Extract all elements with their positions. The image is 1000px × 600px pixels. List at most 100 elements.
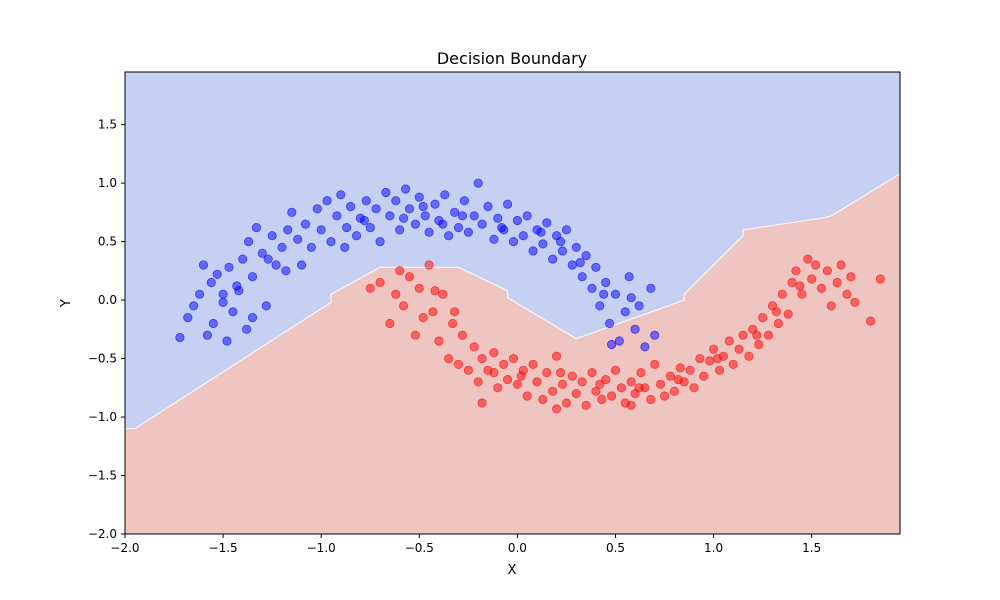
class-0-point [634,301,644,311]
class-0-point [489,234,499,244]
class-0-point [477,219,487,229]
class-0-point [206,277,216,288]
class-1-point [532,377,542,387]
class-1-point [493,383,503,393]
class-0-point [251,223,262,233]
class-0-point [438,219,448,229]
class-1-point [508,353,519,364]
class-0-point [277,242,287,252]
class-0-point [257,248,267,258]
class-0-point [365,223,375,233]
class-0-point [599,289,609,299]
class-0-point [189,301,199,311]
class-1-point [791,266,801,276]
class-1-point [708,344,719,354]
class-0-point [424,227,434,237]
class-0-point [247,312,258,323]
class-0-point [626,293,636,303]
class-0-point [398,213,409,223]
class-1-point [391,289,401,299]
class-0-point [453,223,464,233]
class-0-point [234,286,244,296]
class-0-point [326,237,336,247]
class-1-point [473,377,483,387]
class-0-point [271,260,281,270]
class-0-point [293,234,303,244]
class-1-point [659,391,670,401]
class-0-point [575,257,585,268]
class-0-point [581,251,591,261]
y-tick-label: 1.5 [98,118,117,132]
class-1-point [567,371,577,381]
y-tick-label: −0.5 [88,352,117,366]
class-1-point [728,359,738,369]
class-0-point [459,196,469,206]
class-0-point [218,289,228,299]
class-0-point [512,215,523,226]
class-0-point [571,242,581,252]
class-1-point [444,353,454,364]
class-1-point [469,342,479,352]
y-tick-label: 1.0 [98,176,117,190]
chart-title: Decision Boundary [437,49,587,68]
class-1-point [810,260,821,270]
class-1-region [125,173,900,535]
class-0-point [577,272,587,282]
class-0-point [404,204,415,214]
class-1-point [699,371,709,381]
class-1-point [744,351,754,361]
class-0-point [518,231,528,241]
class-1-point [555,367,566,378]
class-1-point [522,391,532,401]
class-0-point [536,227,546,237]
class-1-point [846,272,856,282]
plot-area [125,72,901,535]
class-0-point [212,269,222,279]
class-1-point [557,379,568,389]
class-1-point [477,353,487,364]
class-0-point [418,201,428,212]
class-1-point [591,386,601,396]
class-0-point [410,219,420,229]
class-1-point [606,391,617,401]
class-0-point [463,227,473,237]
class-1-point [434,336,444,346]
class-1-point [650,359,660,369]
class-0-point [345,201,356,212]
class-0-point [502,199,513,209]
class-1-point [457,330,468,340]
class-1-point [705,356,715,366]
class-1-point [783,309,793,319]
class-0-point [238,254,248,264]
class-0-point [604,318,615,329]
class-1-point [502,374,513,385]
class-0-point [385,211,395,221]
class-0-point [591,262,601,272]
class-0-point [296,260,307,270]
class-1-point [712,353,723,364]
class-0-point [567,260,577,270]
class-0-point [430,199,440,209]
class-0-point [400,184,411,194]
class-1-point [610,365,621,375]
class-1-point [581,400,591,410]
class-1-point [418,312,428,323]
class-0-point [195,289,205,299]
class-1-point [404,272,415,282]
class-0-point [242,324,252,334]
class-0-point [244,237,254,247]
class-0-point [381,187,391,198]
class-0-point [444,231,454,241]
class-0-point [548,254,558,264]
class-0-point [469,211,479,221]
class-1-point [822,266,833,276]
class-1-point [803,254,813,264]
class-1-point [499,359,509,369]
class-0-point [650,330,660,340]
y-axis-ticks: −2.0 −1.5 −1.0 −0.5 0.0 0.5 1.0 1.5 [88,118,125,541]
class-0-point [473,178,483,188]
class-0-point [218,297,228,307]
y-tick-label: −2.0 [88,527,117,541]
class-0-point [538,239,548,249]
